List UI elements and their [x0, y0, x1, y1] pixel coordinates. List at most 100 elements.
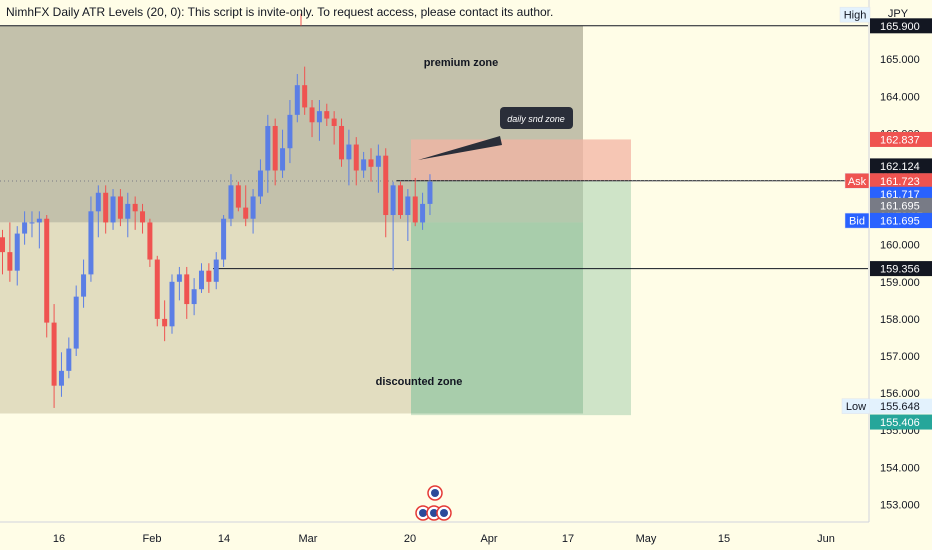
- level-a-tag: 162.124: [880, 161, 920, 173]
- candle-up: [36, 218, 42, 223]
- event-flag-core-icon: [431, 489, 439, 497]
- price-tick: 164.000: [880, 91, 920, 103]
- candle-down: [132, 203, 138, 212]
- candle-up: [29, 222, 35, 224]
- candle-up: [66, 348, 72, 371]
- candle-up: [213, 259, 219, 282]
- candle-down: [368, 159, 374, 167]
- event-flag-core-icon: [430, 509, 438, 517]
- candle-down: [339, 125, 345, 160]
- time-tick: Apr: [480, 533, 497, 545]
- candle-down: [44, 218, 50, 323]
- price-tick: 158.000: [880, 314, 920, 326]
- bid-label: Bid: [849, 216, 865, 228]
- candle-up: [221, 218, 227, 260]
- time-tick: Mar: [299, 533, 318, 545]
- candle-up: [22, 222, 28, 234]
- time-tick: 16: [53, 533, 65, 545]
- target-tag-bg: [870, 131, 932, 147]
- candle-up: [198, 270, 204, 290]
- premium-zone-label: premium zone: [424, 57, 499, 69]
- callout-pointer: [418, 136, 502, 160]
- price-tick: 156.000: [880, 388, 920, 400]
- candle-down: [324, 111, 330, 119]
- candle-up: [265, 125, 271, 171]
- candle-up: [280, 148, 286, 171]
- high-label: High: [844, 10, 867, 22]
- candle-down: [117, 196, 123, 219]
- candle-up: [95, 192, 101, 212]
- price-tick: 159.000: [880, 277, 920, 289]
- support-tag-bg: [870, 261, 932, 277]
- candle-down: [51, 322, 57, 386]
- position-risk-area: [411, 139, 631, 181]
- time-tick: 14: [218, 533, 230, 545]
- candle-up: [14, 233, 20, 271]
- candle-down: [243, 207, 249, 219]
- candle-up: [375, 155, 381, 167]
- low-label: Low: [846, 401, 866, 413]
- ask-label-bg: [844, 173, 870, 189]
- candle-up: [88, 211, 94, 275]
- candle-down: [412, 196, 418, 223]
- candle-up: [176, 274, 182, 282]
- time-tick: May: [636, 533, 657, 545]
- ask-value-tag: 161.723: [880, 176, 920, 188]
- time-tick: 17: [562, 533, 574, 545]
- event-flag-core-icon: [440, 509, 448, 517]
- candle-up: [405, 196, 411, 216]
- candle-up: [361, 159, 367, 171]
- candle-up: [73, 296, 79, 349]
- price-tick: 154.000: [880, 462, 920, 474]
- candle-up: [294, 85, 300, 115]
- target-tag: 162.837: [880, 134, 920, 146]
- price-tick: 160.000: [880, 240, 920, 252]
- candle-down: [154, 259, 160, 319]
- time-tick: 20: [404, 533, 416, 545]
- candle-up: [316, 111, 322, 123]
- high-label-bg: [839, 6, 871, 23]
- low-value-tag: 155.648: [880, 401, 920, 413]
- bid-label-bg: [844, 212, 870, 229]
- candle-down: [206, 270, 212, 282]
- candle-down: [0, 237, 5, 253]
- candle-down: [235, 185, 241, 208]
- candle-up: [427, 181, 433, 204]
- candle-up: [228, 185, 234, 219]
- candle-down: [331, 118, 337, 126]
- event-flag-core-icon: [419, 509, 427, 517]
- price-tick: 153.000: [880, 499, 920, 511]
- candle-down: [353, 144, 359, 171]
- candle-down: [272, 125, 278, 171]
- ask-value-tag-bg: [870, 173, 932, 189]
- level-b-tag: 161.695: [880, 200, 920, 212]
- discounted-zone-label: discounted zone: [376, 376, 463, 388]
- candle-down: [184, 274, 190, 305]
- position-reward-area: [411, 180, 631, 416]
- time-axis-bg: [0, 522, 869, 550]
- support-tag: 159.356: [880, 264, 920, 276]
- candle-up: [287, 114, 293, 149]
- candle-up: [191, 289, 197, 305]
- discount-zone-area: [0, 222, 411, 414]
- ask-label: Ask: [848, 176, 867, 188]
- high-value-tag-bg: [870, 18, 932, 34]
- price-tick: 157.000: [880, 351, 920, 363]
- level-a-tag-bg: [870, 158, 932, 174]
- indicator-header: NimhFX Daily ATR Levels (20, 0): This sc…: [6, 5, 554, 19]
- callout-box: [500, 107, 573, 129]
- candle-down: [147, 222, 153, 260]
- candle-down: [397, 185, 403, 216]
- candle-down: [7, 252, 13, 271]
- bid-value-tag: 161.695: [880, 216, 920, 228]
- high-value-tag: 165.900: [880, 21, 920, 33]
- candle-down: [162, 318, 168, 327]
- candle-up: [346, 144, 352, 160]
- low-value-tag-bg: [870, 398, 932, 414]
- level-b-tag-bg: [870, 197, 932, 213]
- candle-down: [140, 211, 146, 223]
- time-tick: 15: [718, 533, 730, 545]
- stop-tag-bg: [870, 414, 932, 430]
- candle-up: [420, 203, 426, 223]
